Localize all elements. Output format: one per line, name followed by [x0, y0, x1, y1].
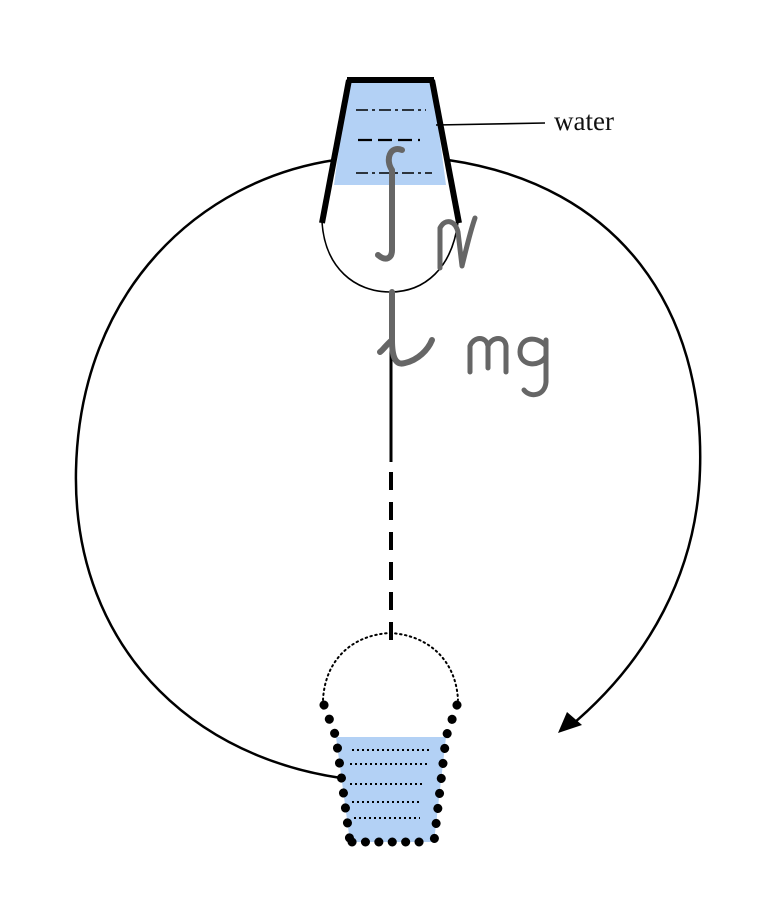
circular-path [74, 158, 386, 784]
weight-force-arrow-left [377, 337, 395, 355]
bottom-bucket-left-side [319, 700, 355, 847]
weight-label-text: mg [470, 337, 526, 381]
top-bucket-water [334, 80, 446, 185]
circular-path-right [447, 158, 702, 729]
normal-force-label-text: N [440, 233, 469, 277]
bottom-bucket-right-side [429, 700, 462, 847]
weight-force-arrow [389, 289, 435, 367]
top-bucket-right-side [429, 79, 462, 224]
arrowhead-icon [558, 712, 582, 733]
top-bucket-left-side [319, 79, 352, 224]
weight-label-g [517, 336, 549, 398]
top-bucket [319, 77, 462, 293]
bottom-bucket-water [336, 737, 446, 842]
water-label-leader [435, 122, 546, 126]
weight-label-m [467, 336, 509, 375]
normal-force-label [437, 215, 478, 271]
water-label: water [554, 106, 614, 136]
handwritten-annotations [375, 146, 549, 398]
bottom-bucket-handle [322, 631, 459, 701]
bottom-bucket [319, 631, 462, 847]
normal-force-arrow [375, 146, 405, 262]
